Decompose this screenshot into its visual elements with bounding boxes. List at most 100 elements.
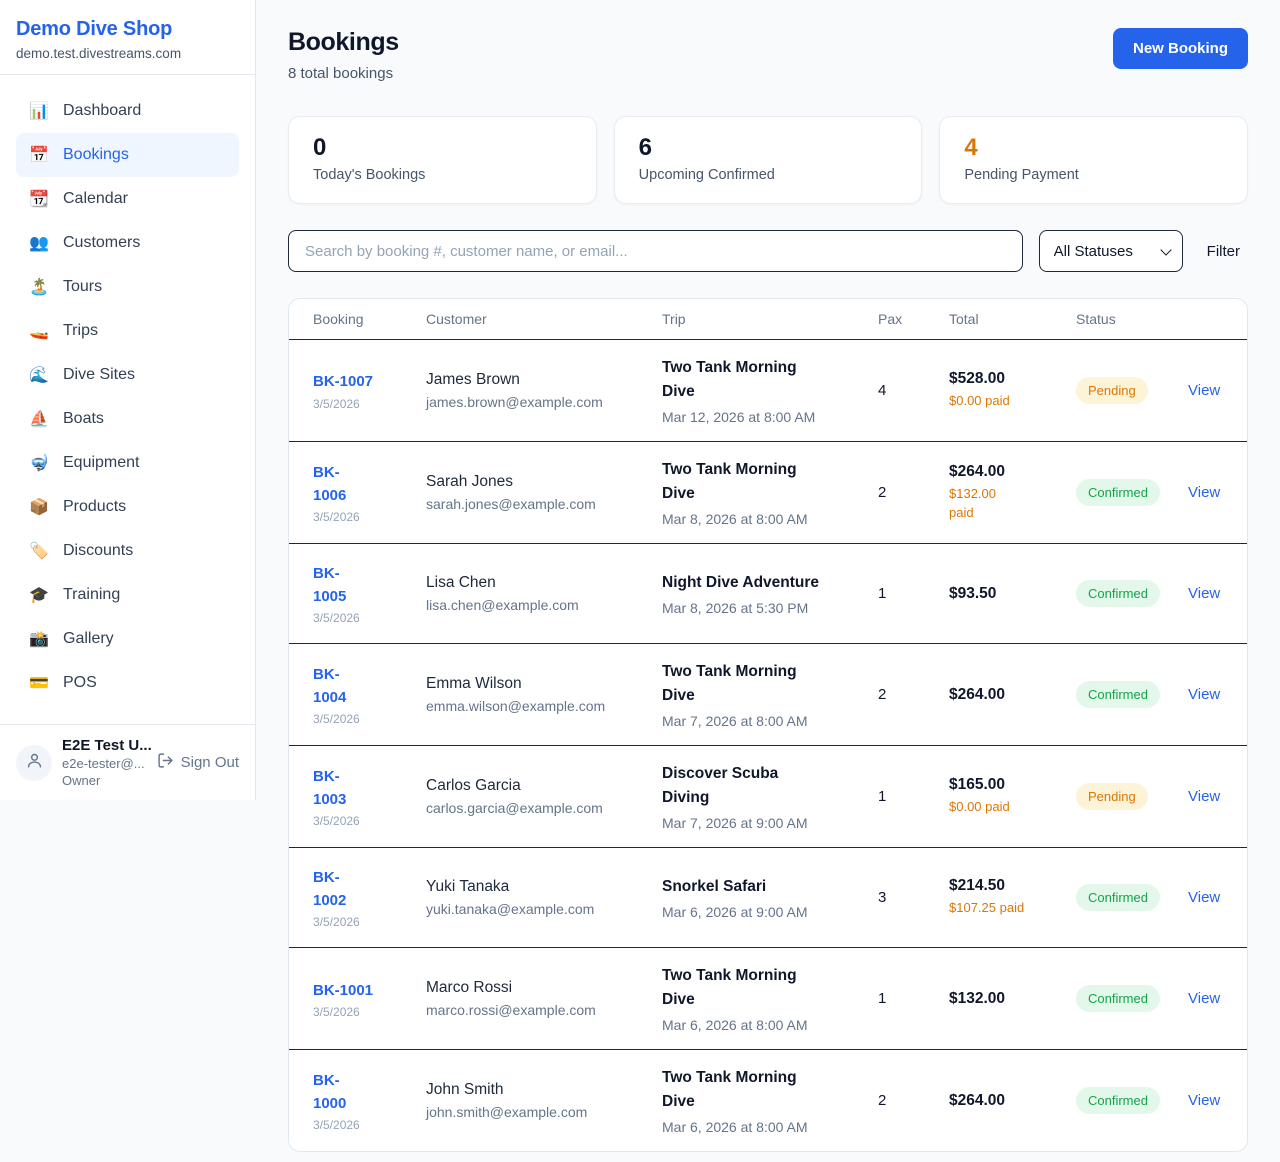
- paid-amount: $0.00 paid: [949, 393, 1010, 409]
- bar-chart-icon: 📊: [29, 103, 49, 120]
- view-link[interactable]: View: [1188, 989, 1221, 1007]
- column-header-pax: Pax: [878, 311, 903, 327]
- sidebar-item-tours[interactable]: 🏝️ Tours: [16, 265, 239, 309]
- total-amount: $264.00: [949, 685, 1006, 703]
- status-filter-select[interactable]: All Statuses: [1038, 230, 1183, 272]
- stat-label: Pending Payment: [964, 167, 1079, 183]
- filter-button[interactable]: Filter: [1199, 243, 1248, 260]
- brand-block: Demo Dive Shop demo.test.divestreams.com: [0, 0, 255, 75]
- trip-datetime: Mar 6, 2026 at 8:00 AM: [662, 1119, 808, 1136]
- trip-datetime: Mar 6, 2026 at 8:00 AM: [662, 1017, 808, 1034]
- booking-date: 3/5/2026: [313, 396, 360, 411]
- booking-date: 3/5/2026: [313, 1004, 360, 1019]
- trip-datetime: Mar 12, 2026 at 8:00 AM: [662, 409, 816, 426]
- stat-card: 4 Pending Payment: [939, 116, 1249, 204]
- log-out-icon: [157, 752, 174, 773]
- status-cell: Confirmed: [1076, 681, 1188, 709]
- sidebar-item-label: Bookings: [63, 146, 129, 163]
- sidebar-item-pos[interactable]: 💳 POS: [16, 661, 239, 705]
- new-booking-button[interactable]: New Booking: [1112, 28, 1248, 69]
- trip-cell: Two Tank Morning Dive Mar 6, 2026 at 8:0…: [662, 1066, 878, 1135]
- paid-amount: $0.00 paid: [949, 799, 1010, 815]
- column-header-customer: Customer: [426, 311, 487, 327]
- stats-row: 0 Today's Bookings 6 Upcoming Confirmed …: [288, 116, 1249, 204]
- view-link[interactable]: View: [1188, 584, 1221, 602]
- sidebar-item-dashboard[interactable]: 📊 Dashboard: [16, 89, 239, 133]
- sidebar-item-label: Calendar: [63, 190, 128, 207]
- sign-out-button[interactable]: Sign Out: [157, 752, 239, 773]
- total-cell: $264.00: [949, 1092, 1076, 1110]
- booking-id-link[interactable]: BK- 1003: [313, 767, 347, 809]
- total-amount: $214.50: [949, 877, 1006, 895]
- trip-name: Snorkel Safari: [662, 878, 767, 896]
- status-cell: Confirmed: [1076, 580, 1188, 608]
- actions-cell: View: [1188, 585, 1223, 603]
- sidebar-item-calendar[interactable]: 📆 Calendar: [16, 177, 239, 221]
- view-link[interactable]: View: [1188, 685, 1221, 703]
- sidebar-item-gallery[interactable]: 📸 Gallery: [16, 617, 239, 661]
- view-link[interactable]: View: [1188, 888, 1221, 906]
- customer-cell: Sarah Jones sarah.jones@example.com: [426, 473, 662, 512]
- booking-id-link[interactable]: BK-1007: [313, 373, 374, 391]
- customer-name: James Brown: [426, 371, 520, 389]
- view-link[interactable]: View: [1188, 1091, 1221, 1109]
- sidebar-item-discounts[interactable]: 🏷️ Discounts: [16, 529, 239, 573]
- total-cell: $165.00 $0.00 paid: [949, 776, 1076, 817]
- sidebar-item-customers[interactable]: 👥 Customers: [16, 221, 239, 265]
- trip-name: Two Tank Morning Dive: [662, 663, 797, 705]
- booking-id-link[interactable]: BK- 1006: [313, 463, 347, 505]
- customer-name: Yuki Tanaka: [426, 878, 510, 896]
- total-amount: $132.00: [949, 989, 1006, 1007]
- pax-value: 1: [878, 990, 887, 1008]
- booking-id-link[interactable]: BK-1001: [313, 981, 374, 999]
- bookings-table-body: BK-1007 3/5/2026 James Brown james.brown…: [289, 340, 1247, 1151]
- booking-cell: BK-1001 3/5/2026: [313, 979, 426, 1019]
- booking-id-link[interactable]: BK- 1002: [313, 868, 347, 910]
- sidebar-item-dive-sites[interactable]: 🌊 Dive Sites: [16, 353, 239, 397]
- view-link[interactable]: View: [1188, 787, 1221, 805]
- total-cell: $264.00 $132.00 paid: [949, 463, 1076, 523]
- trip-name: Two Tank Morning Dive: [662, 1069, 797, 1111]
- view-link[interactable]: View: [1188, 483, 1221, 501]
- status-badge: Confirmed: [1076, 681, 1160, 709]
- calendar-icon: 📅: [29, 147, 49, 164]
- person-icon: [25, 751, 44, 775]
- view-link[interactable]: View: [1188, 381, 1221, 399]
- booking-id-link[interactable]: BK- 1004: [313, 665, 347, 707]
- sidebar-item-label: Customers: [63, 234, 141, 251]
- customer-cell: Yuki Tanaka yuki.tanaka@example.com: [426, 878, 662, 917]
- graduation-cap-icon: 🎓: [29, 587, 49, 604]
- trip-datetime: Mar 8, 2026 at 8:00 AM: [662, 511, 808, 528]
- user-role: Owner: [62, 773, 101, 788]
- status-badge: Confirmed: [1076, 1087, 1160, 1115]
- wave-icon: 🌊: [29, 367, 49, 384]
- total-amount: $165.00: [949, 776, 1006, 794]
- actions-cell: View: [1188, 686, 1223, 704]
- booking-id-link[interactable]: BK- 1005: [313, 564, 347, 606]
- trip-cell: Night Dive Adventure Mar 8, 2026 at 5:30…: [662, 571, 878, 616]
- stat-value: 0: [313, 134, 327, 161]
- table-row: BK- 1000 3/5/2026 John Smith john.smith@…: [289, 1050, 1247, 1151]
- sidebar-item-trips[interactable]: 🚤 Trips: [16, 309, 239, 353]
- bookings-table: Booking Customer Trip Pax Total Status BK-100…: [288, 298, 1248, 1153]
- booking-date: 3/5/2026: [313, 510, 360, 525]
- booking-id-link[interactable]: BK- 1000: [313, 1071, 347, 1113]
- island-icon: 🏝️: [29, 279, 49, 296]
- booking-date: 3/5/2026: [313, 915, 360, 930]
- search-input[interactable]: [288, 230, 1023, 272]
- total-cell: $528.00 $0.00 paid: [949, 370, 1076, 411]
- sidebar-item-label: POS: [63, 674, 97, 691]
- sidebar-item-products[interactable]: 📦 Products: [16, 485, 239, 529]
- user-box: E2E Test U... e2e-tester@... Owner Sign …: [0, 724, 255, 800]
- sidebar-item-equipment[interactable]: 🤿 Equipment: [16, 441, 239, 485]
- sidebar-item-bookings[interactable]: 📅 Bookings: [16, 133, 239, 177]
- sidebar-item-training[interactable]: 🎓 Training: [16, 573, 239, 617]
- customer-email: john.smith@example.com: [426, 1104, 588, 1121]
- trip-cell: Discover Scuba Diving Mar 7, 2026 at 9:0…: [662, 762, 878, 831]
- pax-value: 1: [878, 788, 887, 806]
- table-row: BK-1007 3/5/2026 James Brown james.brown…: [289, 340, 1247, 443]
- sidebar-item-boats[interactable]: ⛵ Boats: [16, 397, 239, 441]
- trip-datetime: Mar 7, 2026 at 8:00 AM: [662, 713, 808, 730]
- customer-cell: Marco Rossi marco.rossi@example.com: [426, 979, 662, 1018]
